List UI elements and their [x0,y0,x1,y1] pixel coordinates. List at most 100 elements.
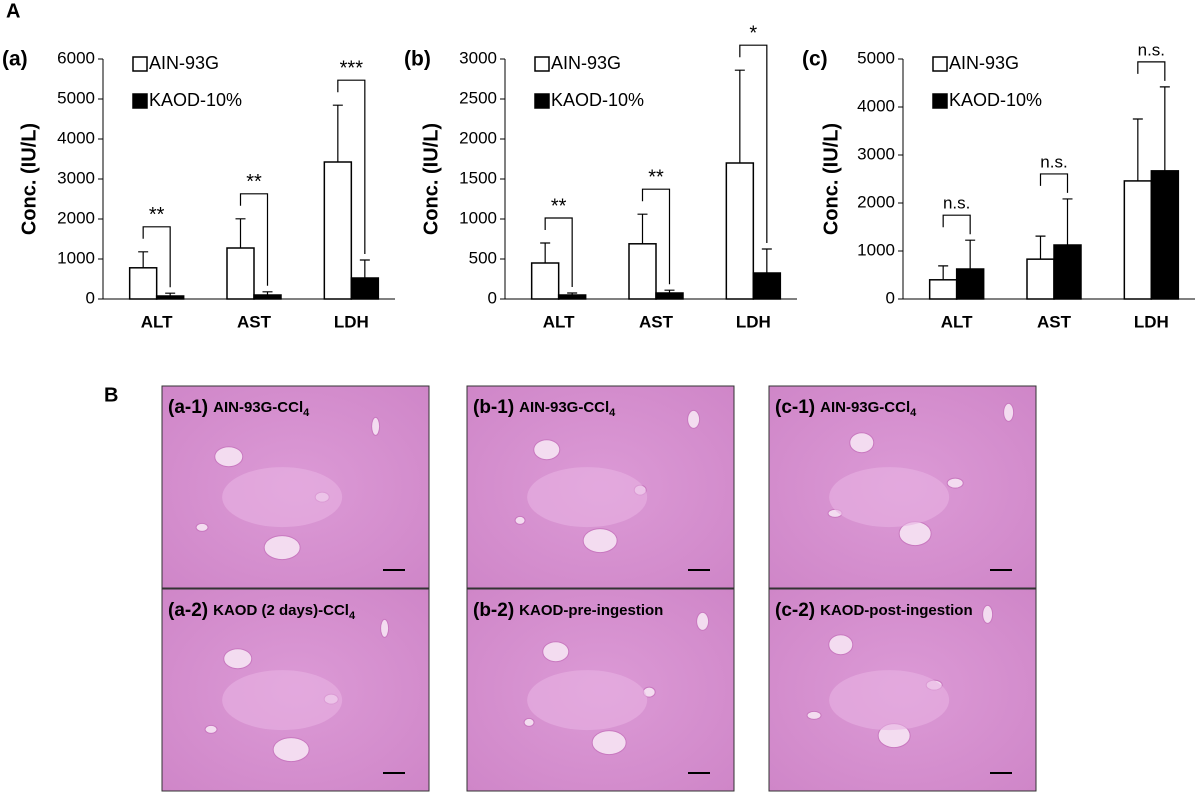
significance-label: * [749,22,757,44]
x-tick-label: ALT [141,312,173,331]
caption-text: KAOD-post-ingestion [820,602,972,619]
significance-label: ** [551,195,567,217]
y-axis-label: Conc. (IU/L) [18,123,40,235]
image-caption: (b-1) AIN-93G-CCl4 [473,397,616,419]
caption-text: KAOD-pre-ingestion [519,602,663,619]
error-bar [567,292,578,295]
y-tick-label: 500 [469,248,497,267]
x-tick-label: ALT [941,312,973,331]
y-tick-label: 1500 [459,168,497,187]
error-bar [1132,118,1143,181]
significance-bracket [142,226,171,288]
legend-label: KAOD-10% [949,90,1042,110]
bar [323,161,353,300]
error-bar [235,218,246,248]
panel-label: B [104,384,118,406]
bar [1053,244,1082,300]
bar [1150,170,1180,300]
significance-bracket [942,214,971,235]
y-tick-label: 2000 [857,192,895,211]
tissue-vessel [223,648,253,670]
y-tick-label: 1000 [57,248,95,267]
y-tick-label: 1000 [459,208,497,227]
error-bar [637,213,648,244]
caption-text: KAOD (2 days)-CCl [213,602,349,619]
significance-bracket [1137,61,1166,81]
tissue-vessel [1003,402,1015,422]
error-bar [540,242,551,263]
significance-bracket [641,188,671,285]
caption-subscript: 4 [910,407,917,419]
significance-bracket [1039,173,1069,193]
y-tick-label: 0 [886,288,895,307]
tissue-vessel [204,724,218,734]
y-tick-label: 0 [86,288,95,307]
x-tick-label: LDH [736,312,771,331]
caption-label: (c-2) [775,600,815,621]
y-axis-label: Conc. (IU/L) [820,123,842,235]
error-bar [138,251,149,268]
significance-bracket [239,193,269,286]
caption-label: (c-1) [775,397,815,418]
y-tick-label: 3000 [57,168,95,187]
y-tick-label: 0 [488,288,497,307]
legend-marker [132,93,148,109]
pale-region [829,467,950,528]
significance-label: n.s. [1138,40,1165,59]
caption-label: (b-1) [473,397,514,418]
legend-label: AIN-93G [551,53,621,73]
y-tick-label: 4000 [857,96,895,115]
tissue-vessel [195,522,209,532]
y-tick-label: 6000 [57,48,95,67]
tissue-vessel [982,604,994,624]
error-bar [165,292,176,296]
tissue-vessel [523,717,535,727]
caption-label: (b-2) [473,600,514,621]
tissue-vessel [582,528,618,554]
panel-label: (b) [404,48,431,71]
significance-label: ** [149,204,165,226]
pale-region [829,670,950,731]
tissue-vessel [380,618,390,638]
error-bar [262,291,273,295]
significance-bracket [337,79,366,254]
bar [1026,258,1055,300]
caption-text: AIN-93G-CCl [820,399,910,416]
error-bar [938,265,949,280]
tissue-vessel [514,515,526,525]
error-bar [664,289,675,293]
tissue-vessel [849,432,875,454]
legend-marker [932,93,948,109]
tissue-vessel [687,409,701,429]
error-bar [1035,235,1046,260]
bar [557,294,587,300]
tissue-vessel [946,477,964,489]
tissue-vessel [263,535,301,561]
y-tick-label: 3000 [857,144,895,163]
legend-label: AIN-93G [149,53,219,73]
tissue-vessel [214,446,244,468]
pale-region [527,670,648,731]
significance-label: ** [246,171,262,193]
tissue-vessel [371,416,381,436]
panel-label: (c) [802,48,828,71]
x-tick-label: LDH [334,312,369,331]
pale-region [222,670,343,731]
x-tick-label: LDH [1134,312,1169,331]
error-bar [1062,198,1073,245]
legend-label: AIN-93G [949,53,1019,73]
legend-marker [132,56,148,72]
significance-label: n.s. [1040,152,1067,171]
bar [725,162,755,300]
tissue-vessel [806,710,822,720]
bar [1123,180,1153,300]
bar [928,279,958,300]
bar [155,295,185,300]
caption-subscript: 4 [349,610,356,622]
tissue-vessel [696,611,710,631]
bar [350,277,380,300]
tissue-vessel [542,641,570,663]
image-caption: (b-2) KAOD-pre-ingestion [473,600,663,621]
legend-label: KAOD-10% [551,90,644,110]
error-bar [332,104,343,162]
